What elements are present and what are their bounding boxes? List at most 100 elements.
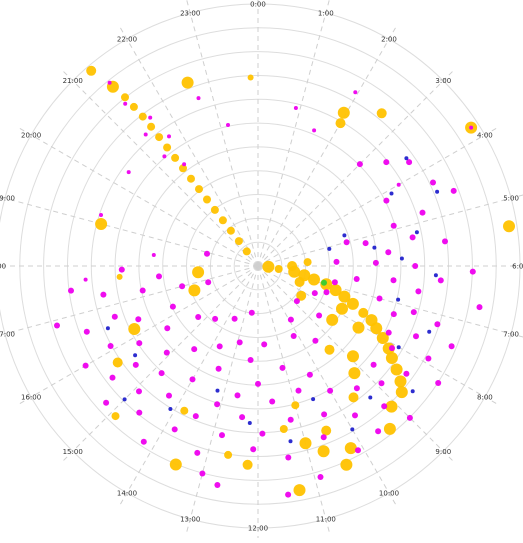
data-point <box>437 277 444 284</box>
data-point <box>287 261 298 271</box>
series-group <box>321 279 327 286</box>
grid-spoke <box>119 27 259 267</box>
data-point <box>293 298 300 305</box>
angular-tick-label: 16:00 <box>21 394 41 402</box>
grid-spoke <box>257 265 330 532</box>
data-point <box>158 370 165 377</box>
data-point <box>352 412 358 419</box>
data-point <box>105 326 110 331</box>
data-point <box>236 339 243 346</box>
data-point <box>189 376 196 383</box>
grid-ring <box>162 170 354 362</box>
data-point <box>239 414 246 421</box>
data-point <box>337 106 350 119</box>
data-point <box>425 355 432 362</box>
data-point <box>376 332 389 344</box>
data-point <box>362 240 369 247</box>
data-point <box>195 314 202 320</box>
data-point <box>199 470 206 477</box>
grid-spoke <box>63 71 259 267</box>
grid-spoke <box>257 27 396 267</box>
grid-spoke <box>19 127 259 267</box>
data-point <box>311 397 316 402</box>
data-point <box>296 290 307 301</box>
data-point <box>111 313 118 320</box>
grid-spoke <box>257 265 396 505</box>
grid-spoke <box>186 265 259 532</box>
data-point <box>348 367 361 380</box>
data-point <box>171 426 178 433</box>
data-point <box>390 222 397 229</box>
data-point <box>303 258 312 267</box>
data-point <box>312 337 319 344</box>
data-point <box>109 374 116 381</box>
data-point <box>204 250 210 257</box>
data-point <box>293 106 298 110</box>
data-point <box>128 323 141 335</box>
angular-tick-label: 17:00 <box>0 330 15 338</box>
data-point <box>406 414 413 421</box>
data-point <box>410 309 417 316</box>
data-point <box>317 445 330 458</box>
data-point <box>133 353 138 358</box>
data-point <box>103 399 110 406</box>
angular-tick-label: 4:00 <box>477 132 493 140</box>
angular-tick-label: 10:00 <box>379 489 399 497</box>
data-point <box>147 122 156 131</box>
data-point <box>316 312 323 319</box>
data-point <box>126 170 131 175</box>
data-point <box>156 273 162 280</box>
data-point <box>151 253 156 257</box>
data-point <box>205 279 212 286</box>
data-point <box>376 295 383 302</box>
data-point <box>372 259 379 266</box>
grid-spoke <box>63 265 259 461</box>
data-point <box>166 392 172 399</box>
data-point <box>248 309 255 316</box>
data-point <box>136 340 143 347</box>
data-point <box>54 322 60 329</box>
data-point <box>285 491 292 498</box>
angular-tick-label: 1:00 <box>318 9 334 17</box>
data-point <box>82 362 89 369</box>
data-point <box>343 239 350 246</box>
data-point <box>163 143 172 152</box>
grid-spoke <box>119 265 259 505</box>
data-point <box>396 182 401 187</box>
data-point <box>143 132 148 137</box>
grid-spoke <box>257 265 497 404</box>
data-point <box>383 159 390 166</box>
data-point <box>194 449 201 456</box>
data-point <box>342 233 347 238</box>
data-point <box>168 407 173 411</box>
data-point <box>247 421 252 425</box>
data-point <box>295 387 302 394</box>
data-point <box>311 290 318 297</box>
data-point <box>214 482 221 488</box>
data-point <box>469 268 476 275</box>
data-point <box>86 65 97 76</box>
data-point <box>347 350 359 363</box>
data-point <box>448 343 455 350</box>
data-point <box>323 289 330 296</box>
data-point <box>321 279 327 286</box>
data-point <box>434 321 441 328</box>
data-point <box>404 156 409 161</box>
data-point <box>136 409 143 416</box>
angular-tick-label: 7:00 <box>503 330 519 338</box>
data-point <box>358 307 369 318</box>
data-point <box>368 395 373 400</box>
data-point <box>378 380 385 387</box>
data-point <box>344 442 357 455</box>
data-point <box>430 179 436 186</box>
data-point <box>290 333 297 339</box>
data-point <box>99 213 103 217</box>
data-point <box>321 425 332 436</box>
data-point <box>195 185 203 194</box>
data-point <box>293 484 306 497</box>
data-point <box>321 411 328 418</box>
data-point <box>261 341 268 348</box>
grid-spoke <box>257 265 453 461</box>
data-point <box>188 284 201 297</box>
